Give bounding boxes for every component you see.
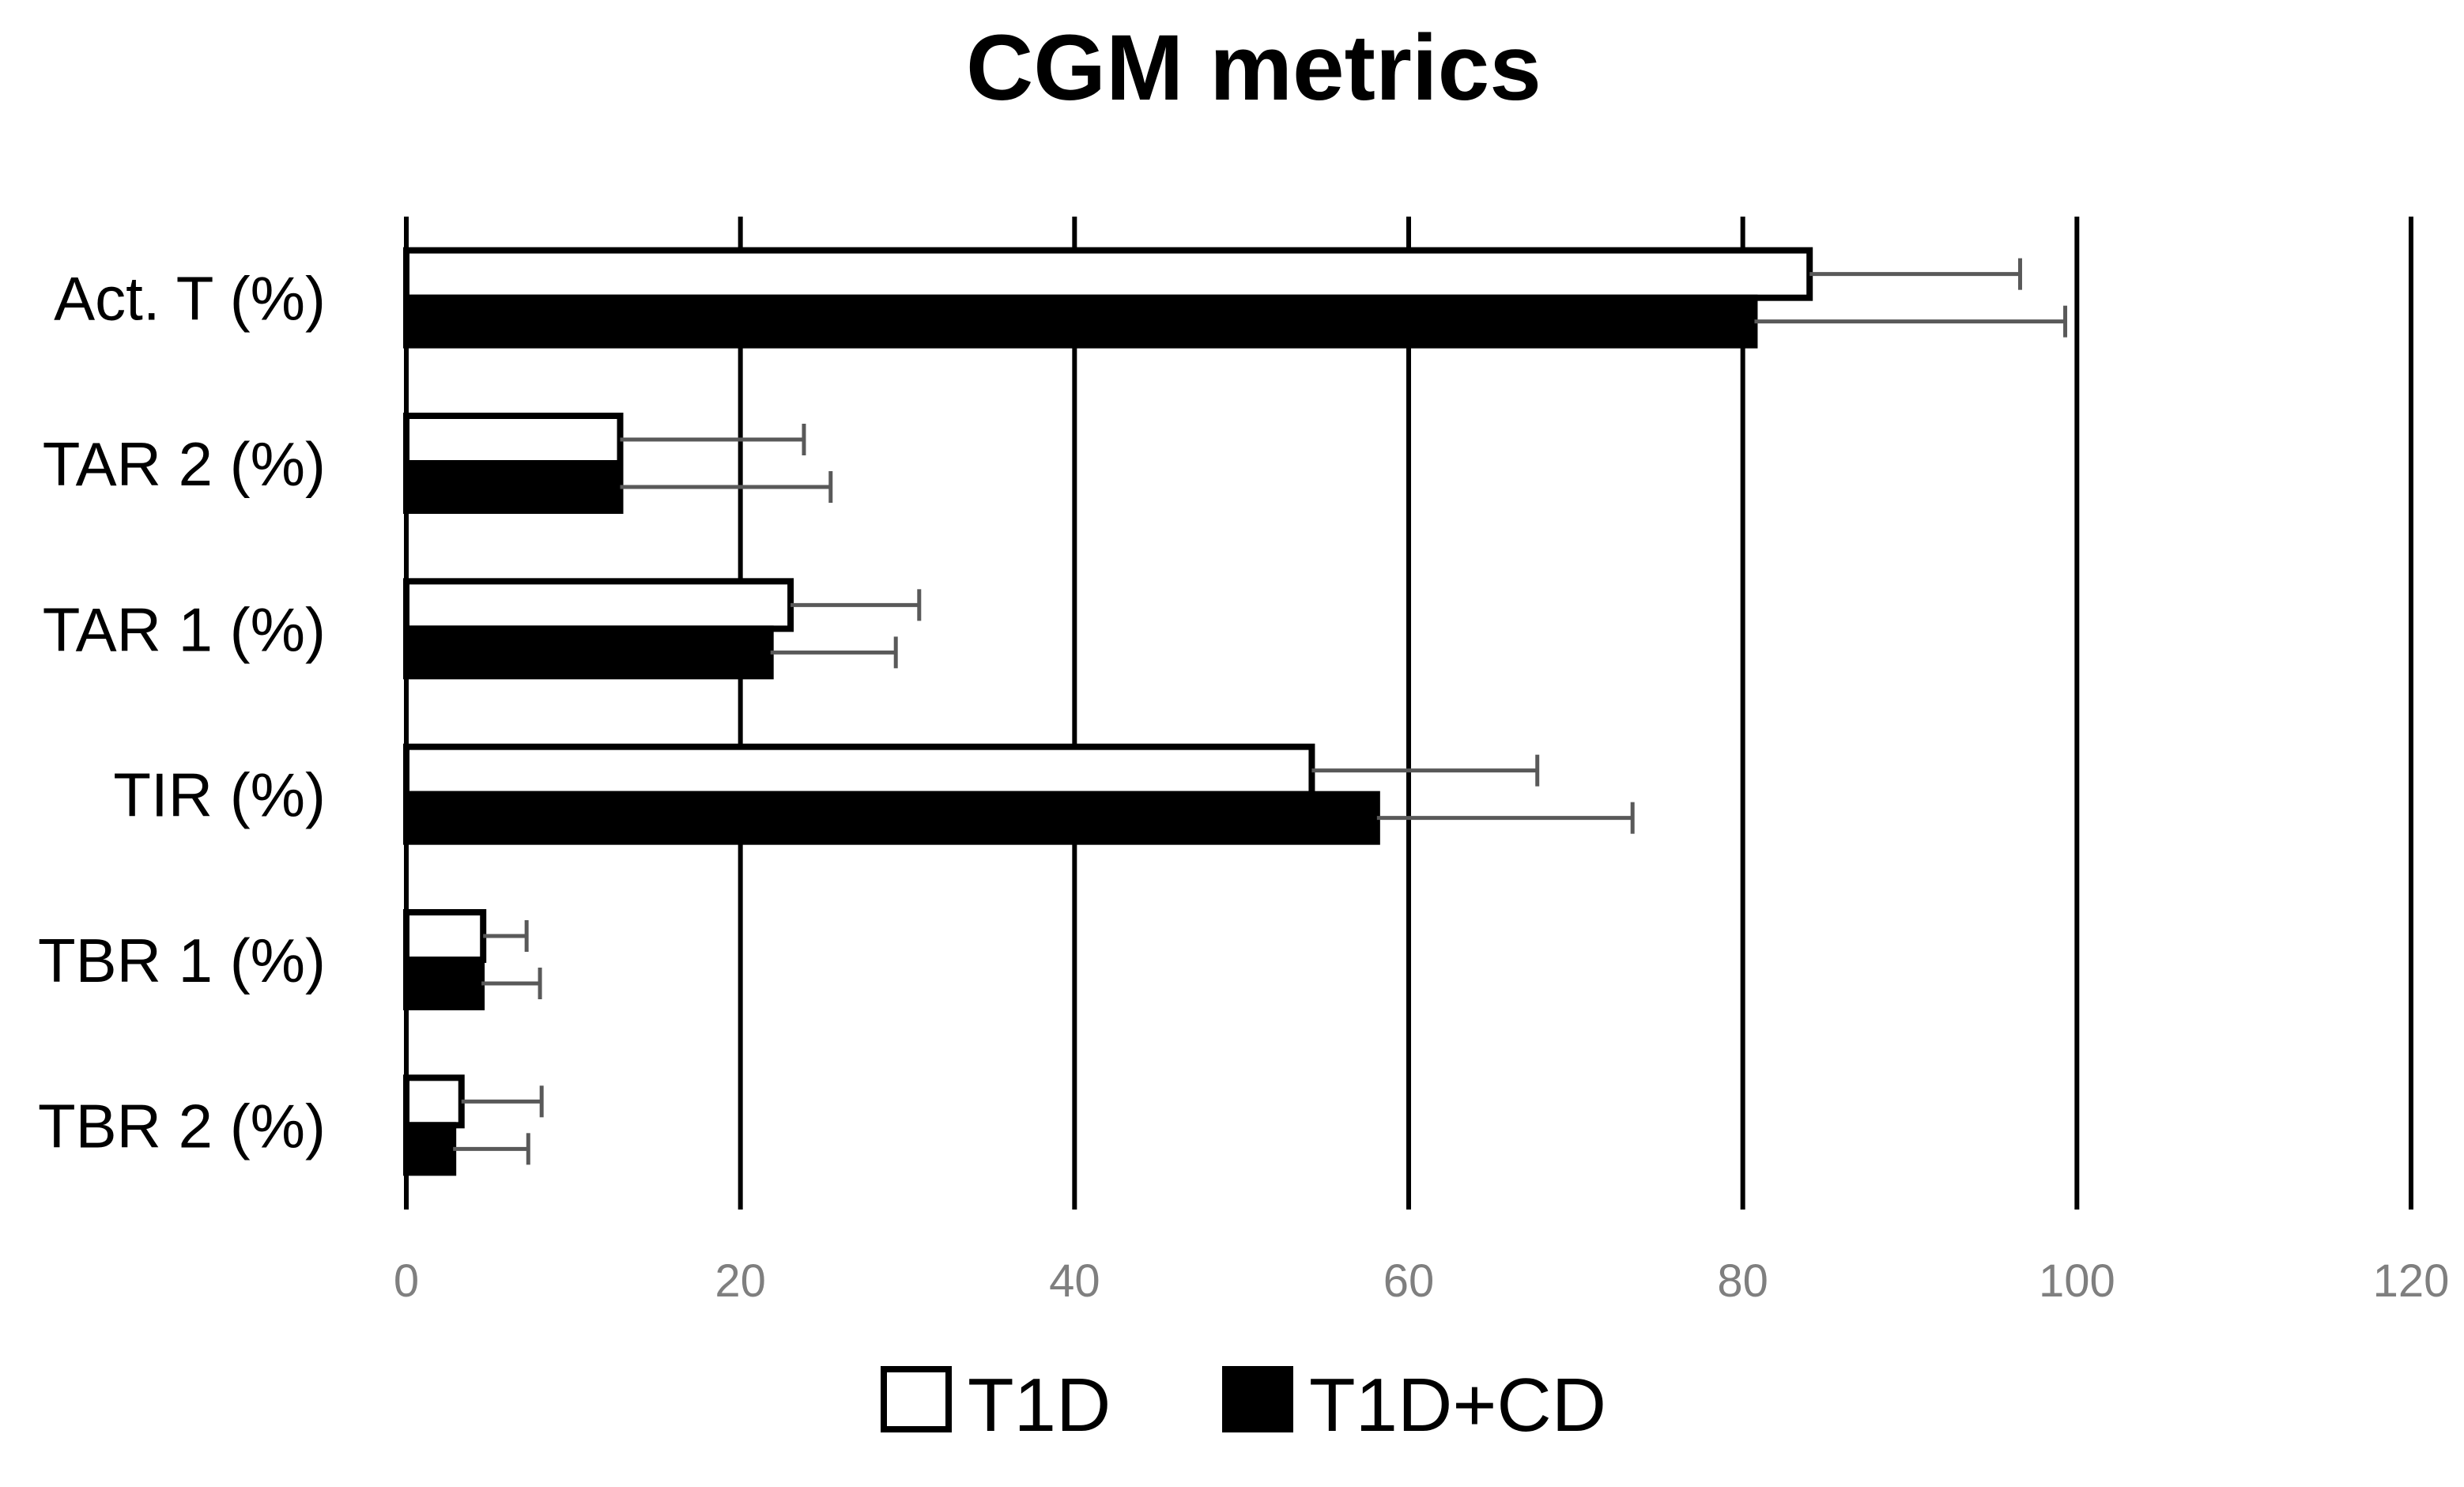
bar-t1d-3	[403, 743, 1315, 798]
category-label-2: TAR 1 (%)	[43, 594, 326, 664]
bar-t1d-5	[403, 1074, 465, 1129]
legend-swatch-t1d-cd	[1222, 1366, 1293, 1432]
category-label-3: TIR (%)	[113, 760, 326, 830]
x-tick-label-60: 60	[1383, 1255, 1435, 1307]
category-label-5: TBR 2 (%)	[38, 1091, 326, 1161]
bar-t1d-cd-3	[403, 791, 1380, 845]
category-label-4: TBR 1 (%)	[38, 926, 326, 995]
bar-t1d-0	[403, 247, 1813, 301]
gridlines	[738, 217, 2413, 1210]
category-labels: Act. T (%) TAR 2 (%) TAR 1 (%) TIR (%) TBR 1…	[38, 264, 326, 1161]
legend-label-t1d-cd: T1D+CD	[1309, 1363, 1606, 1447]
x-tick-labels: 0 20 40 60 80 100 120	[394, 1255, 2450, 1307]
legend-swatch-t1d	[881, 1366, 952, 1432]
category-label-0: Act. T (%)	[54, 264, 326, 334]
chart-title: CGM metrics	[966, 16, 1541, 120]
legend-label-t1d: T1D	[968, 1363, 1111, 1447]
bar-t1d-cd-5	[403, 1122, 457, 1176]
x-tick-label-100: 100	[2039, 1255, 2115, 1307]
bar-t1d-cd-2	[403, 625, 774, 680]
x-tick-label-0: 0	[394, 1255, 419, 1307]
bars	[403, 247, 1813, 1176]
bar-t1d-2	[403, 578, 794, 632]
x-tick-label-40: 40	[1049, 1255, 1100, 1307]
x-tick-label-20: 20	[715, 1255, 766, 1307]
bar-t1d-cd-0	[403, 294, 1758, 349]
error-bars	[453, 258, 2068, 1165]
bar-t1d-4	[403, 909, 487, 963]
x-tick-label-80: 80	[1717, 1255, 1768, 1307]
bar-t1d-cd-1	[403, 460, 624, 514]
x-tick-label-120: 120	[2373, 1255, 2450, 1307]
category-label-1: TAR 2 (%)	[43, 429, 326, 499]
bar-t1d-1	[403, 413, 624, 466]
bar-t1d-cd-4	[403, 957, 485, 1010]
legend: T1D T1D+CD	[881, 1363, 1606, 1447]
